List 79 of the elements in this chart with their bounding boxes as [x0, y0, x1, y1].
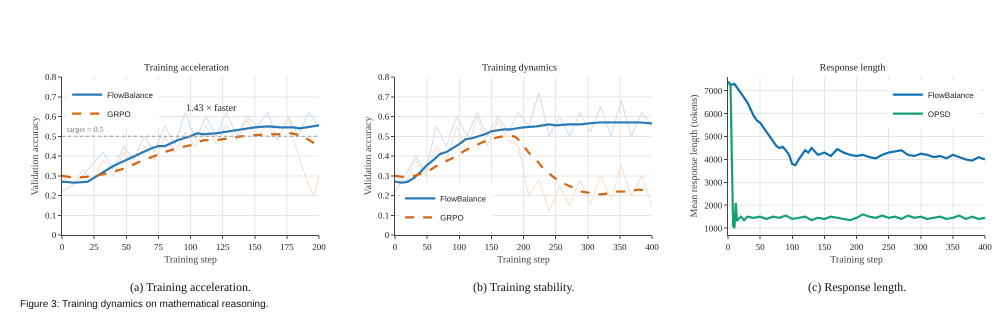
y-tick-label: 0 [52, 230, 57, 240]
ref-line-label: target = 0.5 [67, 125, 104, 134]
x-tick-label: 75 [154, 242, 164, 252]
y-tick-label: 0.8 [44, 72, 57, 82]
x-axis-title: Training step [164, 254, 217, 266]
chart-title: Training acceleration [144, 62, 229, 74]
y-tick-label: 1000 [704, 223, 723, 234]
y-tick-label: 4000 [704, 154, 723, 165]
y-tick-label: 0.4 [378, 151, 390, 162]
text: (c) Response length. [808, 280, 906, 294]
line-series [728, 80, 985, 166]
x-tick-label: 150 [818, 242, 832, 252]
y-tick-label: 2000 [704, 200, 723, 210]
legend-label: FlowBalance [440, 194, 486, 204]
y-tick-label: 0.1 [378, 210, 390, 220]
text: (b) Training stability. [473, 280, 575, 294]
y-tick-label: 0.4 [44, 151, 57, 162]
line-series [395, 121, 652, 184]
caption: Figure 3: Training dynamics on mathematical reasoning. [20, 299, 268, 310]
x-tick-label: 50 [122, 242, 132, 252]
y-tick-label: 0.3 [44, 170, 57, 181]
y-tick-label: 5000 [704, 132, 723, 142]
y-tick-label: 0.1 [44, 210, 56, 220]
x-tick-label: 300 [914, 242, 928, 252]
x-tick-label: 0 [60, 242, 65, 252]
x-tick-label: 350 [946, 242, 960, 252]
x-tick-label: 200 [312, 242, 326, 252]
x-tick-label: 0 [726, 242, 731, 252]
y-tick-label: 7000 [704, 86, 723, 96]
legend-label: FlowBalance [107, 90, 154, 100]
annotation: 1.43 × faster [186, 103, 238, 114]
x-axis-title: Training step [830, 254, 883, 266]
x-axis-title: Training step [497, 254, 550, 266]
x-tick-label: 350 [613, 242, 628, 252]
chart-title: Training dynamics [482, 62, 558, 74]
legend-label: OPSD [928, 110, 951, 119]
x-tick-label: 125 [216, 242, 230, 252]
x-tick-label: 50 [756, 242, 766, 252]
y-tick-label: 0.8 [378, 72, 390, 82]
x-tick-label: 50 [422, 242, 432, 252]
x-tick-label: 175 [280, 242, 294, 252]
x-tick-label: 100 [786, 242, 800, 252]
x-tick-label: 200 [516, 242, 531, 252]
line-series [395, 116, 652, 212]
x-tick-label: 250 [882, 242, 896, 252]
line-series [395, 92, 652, 192]
y-tick-label: 0.2 [378, 190, 390, 201]
y-tick-label: 0 [384, 230, 390, 240]
y-tick-label: 0.6 [44, 112, 57, 122]
x-tick-label: 0 [392, 242, 398, 252]
x-tick-label: 250 [548, 242, 563, 252]
line-series [728, 80, 985, 230]
y-axis-title: Validation accuracy [362, 116, 374, 196]
x-tick-label: 300 [581, 242, 595, 252]
x-tick-label: 100 [452, 242, 466, 252]
y-tick-label: 0.2 [44, 190, 56, 201]
chart-title: Response length [820, 62, 886, 74]
y-tick-label: 0.7 [44, 92, 57, 102]
text: (a) Training acceleration. [130, 280, 251, 294]
legend-label: FlowBalance [928, 90, 974, 100]
x-tick-label: 150 [484, 242, 499, 252]
y-tick-label: 0.7 [378, 92, 390, 102]
y-tick-label: 3000 [704, 177, 723, 188]
x-tick-label: 400 [978, 242, 992, 252]
y-axis-title: Mean response length (tokens) [689, 94, 700, 218]
legend-label: GRPO [107, 110, 131, 119]
y-axis-title: Validation accuracy [30, 116, 41, 196]
y-tick-label: 0.5 [378, 131, 390, 142]
y-tick-label: 6000 [704, 108, 723, 119]
y-tick-label: 0.3 [378, 170, 390, 181]
legend-label: GRPO [440, 213, 464, 222]
x-tick-label: 200 [850, 242, 864, 252]
x-tick-label: 400 [645, 242, 660, 252]
x-tick-label: 100 [184, 242, 198, 252]
x-tick-label: 150 [248, 242, 262, 252]
y-tick-label: 0.5 [44, 131, 57, 142]
y-tick-label: 0.6 [378, 112, 390, 122]
line-series [62, 124, 319, 184]
x-tick-label: 25 [90, 242, 100, 252]
